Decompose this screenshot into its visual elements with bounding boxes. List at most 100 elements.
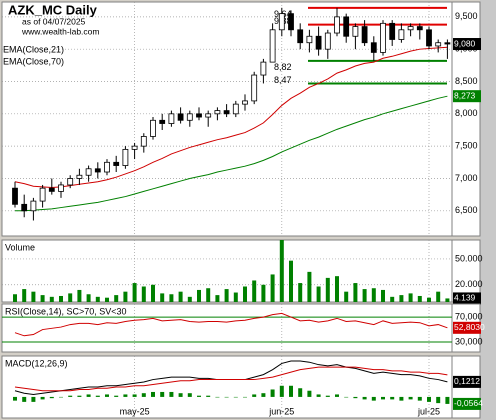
- volume-bar: [114, 295, 119, 302]
- candle-body: [352, 26, 359, 37]
- candle-body: [251, 74, 258, 102]
- candle-body: [159, 119, 166, 124]
- candle-body: [380, 22, 386, 53]
- histogram-bar: [399, 396, 404, 401]
- candle-body: [104, 161, 110, 173]
- volume-bar: [252, 280, 257, 302]
- y-tick-label: 20.000: [455, 279, 483, 289]
- candle-body: [288, 13, 294, 31]
- watermark: www.wealth-lab.com: [21, 26, 99, 36]
- indicator-line: [14, 366, 448, 392]
- volume-bar: [13, 294, 17, 302]
- histogram-bar: [279, 385, 284, 397]
- candle-body: [85, 168, 92, 176]
- indicator-line: [14, 312, 448, 337]
- histogram-bar: [307, 390, 312, 397]
- candle-body: [168, 113, 175, 124]
- histogram-bar: [298, 388, 303, 397]
- value-badge: [453, 90, 481, 103]
- histogram-bar: [95, 395, 100, 397]
- histogram-bar: [86, 394, 91, 397]
- volume-bar: [59, 295, 63, 302]
- candle-body: [334, 16, 340, 34]
- histogram-bar: [233, 396, 238, 398]
- histogram-bar: [123, 394, 128, 397]
- volume-bar: [169, 294, 174, 302]
- value-badge-label: 0,1212: [454, 376, 480, 386]
- candle-body: [30, 200, 37, 212]
- y-tick-label: 7,000: [455, 173, 478, 183]
- panel: [1, 355, 453, 419]
- value-badge-label: 52,8030: [454, 322, 485, 332]
- histogram-bar: [381, 396, 385, 400]
- volume-bar: [279, 240, 284, 302]
- volume-bar: [95, 296, 100, 302]
- histogram-bar: [160, 391, 165, 397]
- histogram-bar: [40, 396, 45, 400]
- volume-bar: [31, 291, 36, 302]
- value-badge-label: -0,0564: [454, 398, 483, 408]
- candle-body: [426, 29, 432, 47]
- candle-body: [407, 26, 414, 31]
- volume-bar: [206, 288, 211, 302]
- candle-body: [297, 29, 304, 44]
- volume-bar: [417, 295, 422, 302]
- volume-bar: [270, 274, 275, 302]
- y-tick-label: 8,000: [455, 108, 478, 118]
- volume-bar: [362, 289, 367, 302]
- histogram-bar: [289, 385, 293, 397]
- volume-bar: [436, 291, 441, 302]
- candle-body: [435, 42, 442, 47]
- volume-bar: [68, 293, 73, 302]
- histogram-bar: [178, 393, 183, 397]
- candle-body: [343, 16, 350, 37]
- legend-entry: EMA(Close,21): [3, 44, 64, 54]
- panel-title: RSI(Close,14), SC>70, SV<30: [5, 306, 127, 316]
- histogram-bar: [206, 395, 211, 397]
- histogram-bar: [390, 396, 395, 400]
- volume-bar: [408, 293, 413, 302]
- histogram-bar: [197, 395, 201, 397]
- volume-bar: [307, 271, 312, 302]
- histogram-bar: [105, 394, 109, 397]
- candle-body: [324, 32, 331, 50]
- level-label: 8,82: [274, 62, 292, 72]
- y-tick-label: 8,500: [455, 76, 478, 86]
- histogram-bar: [427, 396, 431, 402]
- candle-body: [389, 22, 396, 40]
- value-badge: [453, 38, 481, 51]
- volume-bar: [371, 288, 376, 302]
- volume-bar: [187, 296, 192, 302]
- volume-bar: [289, 260, 293, 302]
- y-tick-label: 30,000: [455, 336, 483, 346]
- y-tick-label: 70,000: [455, 311, 483, 321]
- candle-body: [398, 29, 405, 40]
- panel: [1, 1, 453, 237]
- histogram-bar: [252, 394, 257, 397]
- candle-body: [39, 187, 46, 202]
- candle-body: [122, 148, 129, 166]
- candle-body: [94, 168, 101, 173]
- volume-bar: [261, 284, 266, 302]
- volume-bar: [151, 284, 155, 302]
- scroll-strip: [480, 0, 496, 420]
- histogram-bar: [31, 396, 36, 402]
- histogram-bar: [141, 393, 146, 397]
- candle-body: [315, 35, 322, 50]
- volume-bar: [427, 297, 431, 302]
- candle-body: [214, 110, 221, 115]
- histogram-bar: [243, 396, 247, 398]
- histogram-bar: [151, 391, 155, 397]
- volume-bar: [344, 291, 349, 302]
- volume-bar: [132, 283, 137, 302]
- candle-body: [21, 203, 28, 212]
- candle-body: [205, 113, 212, 118]
- candle-body: [58, 184, 64, 192]
- candle-body: [48, 187, 55, 192]
- volume-bar: [233, 292, 238, 302]
- panel-title: MACD(12,26,9): [5, 358, 68, 368]
- volume-bar: [298, 283, 303, 302]
- histogram-bar: [325, 395, 330, 397]
- volume-bar: [123, 291, 128, 302]
